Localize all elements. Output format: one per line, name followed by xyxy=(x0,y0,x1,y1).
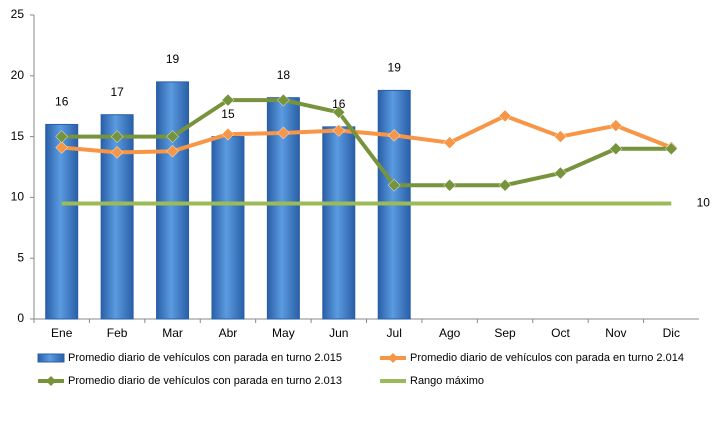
y-tick-label: 5 xyxy=(17,250,24,264)
y-tick-label: 10 xyxy=(11,190,25,204)
marker xyxy=(55,130,69,143)
marker xyxy=(387,178,401,192)
legend-label: Promedio diario de vehículos con parada … xyxy=(68,375,342,387)
marker xyxy=(166,144,179,158)
bar xyxy=(156,81,190,320)
marker xyxy=(609,119,623,133)
x-tick-label: Jul xyxy=(387,326,402,340)
marker xyxy=(332,124,346,137)
data-label: 17 xyxy=(110,85,124,99)
data-label: 10 xyxy=(697,196,711,210)
x-tick-label: Ene xyxy=(51,326,73,340)
data-label: 19 xyxy=(166,52,180,66)
y-tick-label: 15 xyxy=(11,129,25,143)
marker xyxy=(443,136,456,150)
data-label: 16 xyxy=(55,95,69,109)
x-tick-label: Oct xyxy=(551,326,570,340)
marker xyxy=(221,127,235,141)
x-tick-label: Jun xyxy=(329,326,348,340)
marker xyxy=(387,129,401,142)
y-tick-label: 0 xyxy=(17,311,24,325)
marker xyxy=(498,178,512,192)
legend-swatch xyxy=(37,353,65,363)
x-tick-label: Dic xyxy=(663,326,680,340)
marker xyxy=(55,141,69,154)
bar xyxy=(211,136,245,320)
marker xyxy=(498,109,512,123)
marker xyxy=(277,126,290,140)
data-label: 16 xyxy=(332,97,346,111)
marker xyxy=(443,178,456,192)
marker xyxy=(277,93,290,107)
marker xyxy=(166,130,179,143)
x-tick-label: May xyxy=(272,326,295,340)
x-tick-label: Ago xyxy=(439,326,461,340)
marker xyxy=(609,142,623,156)
bar xyxy=(100,114,134,320)
marker xyxy=(221,93,235,107)
data-label: 19 xyxy=(388,61,402,75)
legend-marker xyxy=(388,353,398,363)
data-label: 18 xyxy=(277,68,291,82)
marker xyxy=(664,142,678,156)
marker xyxy=(332,105,346,119)
marker xyxy=(554,166,567,180)
bar xyxy=(322,126,356,320)
y-tick-label: 20 xyxy=(11,68,25,82)
marker xyxy=(554,130,567,143)
data-label: 15 xyxy=(221,107,235,121)
x-tick-label: Feb xyxy=(107,326,128,340)
legend-label: Promedio diario de vehículos con parada … xyxy=(68,352,342,364)
legend-label: Promedio diario de vehículos con parada … xyxy=(410,352,684,364)
series-line xyxy=(61,113,673,155)
marker xyxy=(110,130,124,143)
bar xyxy=(45,123,79,320)
x-tick-label: Mar xyxy=(162,326,183,340)
x-tick-label: Sep xyxy=(494,326,516,340)
series-line xyxy=(61,98,672,188)
x-tick-label: Nov xyxy=(605,326,626,340)
marker xyxy=(110,146,124,159)
legend-marker xyxy=(46,376,56,386)
y-tick-label: 25 xyxy=(11,7,25,21)
x-tick-label: Abr xyxy=(219,326,238,340)
legend-label: Rango máximo xyxy=(410,375,484,387)
